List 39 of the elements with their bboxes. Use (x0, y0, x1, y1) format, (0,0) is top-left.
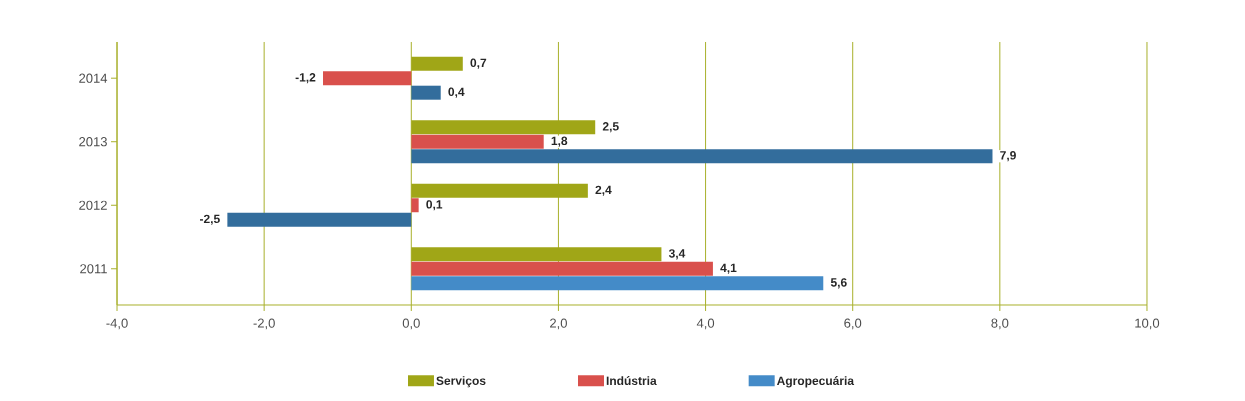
bar (411, 261, 713, 276)
data-label: 0,7 (470, 58, 487, 69)
data-label: -1,2 (295, 73, 316, 84)
x-tick-label: 2,0 (550, 318, 567, 330)
data-label: 2,4 (595, 185, 612, 196)
data-label: 7,9 (1000, 151, 1016, 162)
bar (323, 71, 412, 86)
data-label: 0,1 (426, 200, 443, 211)
bar (411, 120, 596, 135)
data-label: 2,5 (602, 122, 619, 133)
data-label: 3,4 (668, 249, 686, 260)
bar (411, 56, 463, 71)
x-tick-label: 4,0 (696, 318, 715, 330)
bar (411, 149, 993, 164)
data-label: 0,4 (448, 87, 465, 98)
x-tick-label: 0,0 (402, 318, 420, 330)
bar (411, 276, 824, 291)
x-tick-label: 6,0 (844, 318, 862, 330)
x-tick-label: 10,0 (1135, 318, 1160, 330)
bar (411, 85, 441, 100)
data-label: -2,5 (199, 214, 220, 225)
y-tick-label: 2012 (79, 200, 107, 210)
x-tick-label: -4,0 (106, 318, 128, 330)
x-tick-label: -2,0 (253, 318, 275, 330)
bar (227, 212, 412, 227)
legend-label: Serviços (436, 376, 486, 388)
y-tick-label: 2014 (79, 73, 108, 83)
x-tick-label: 8,0 (991, 318, 1009, 330)
legend-label: Indústria (606, 376, 657, 386)
bar (411, 247, 662, 262)
bar (411, 134, 544, 149)
bar (411, 198, 419, 213)
bar (411, 183, 588, 198)
legend-label: Agropecuária (776, 376, 855, 388)
y-tick-label: 2011 (80, 264, 107, 274)
data-label: 4,1 (720, 263, 737, 274)
data-label: 5,6 (830, 278, 847, 289)
y-tick-label: 2013 (79, 137, 107, 147)
data-label: 1,8 (551, 136, 568, 147)
